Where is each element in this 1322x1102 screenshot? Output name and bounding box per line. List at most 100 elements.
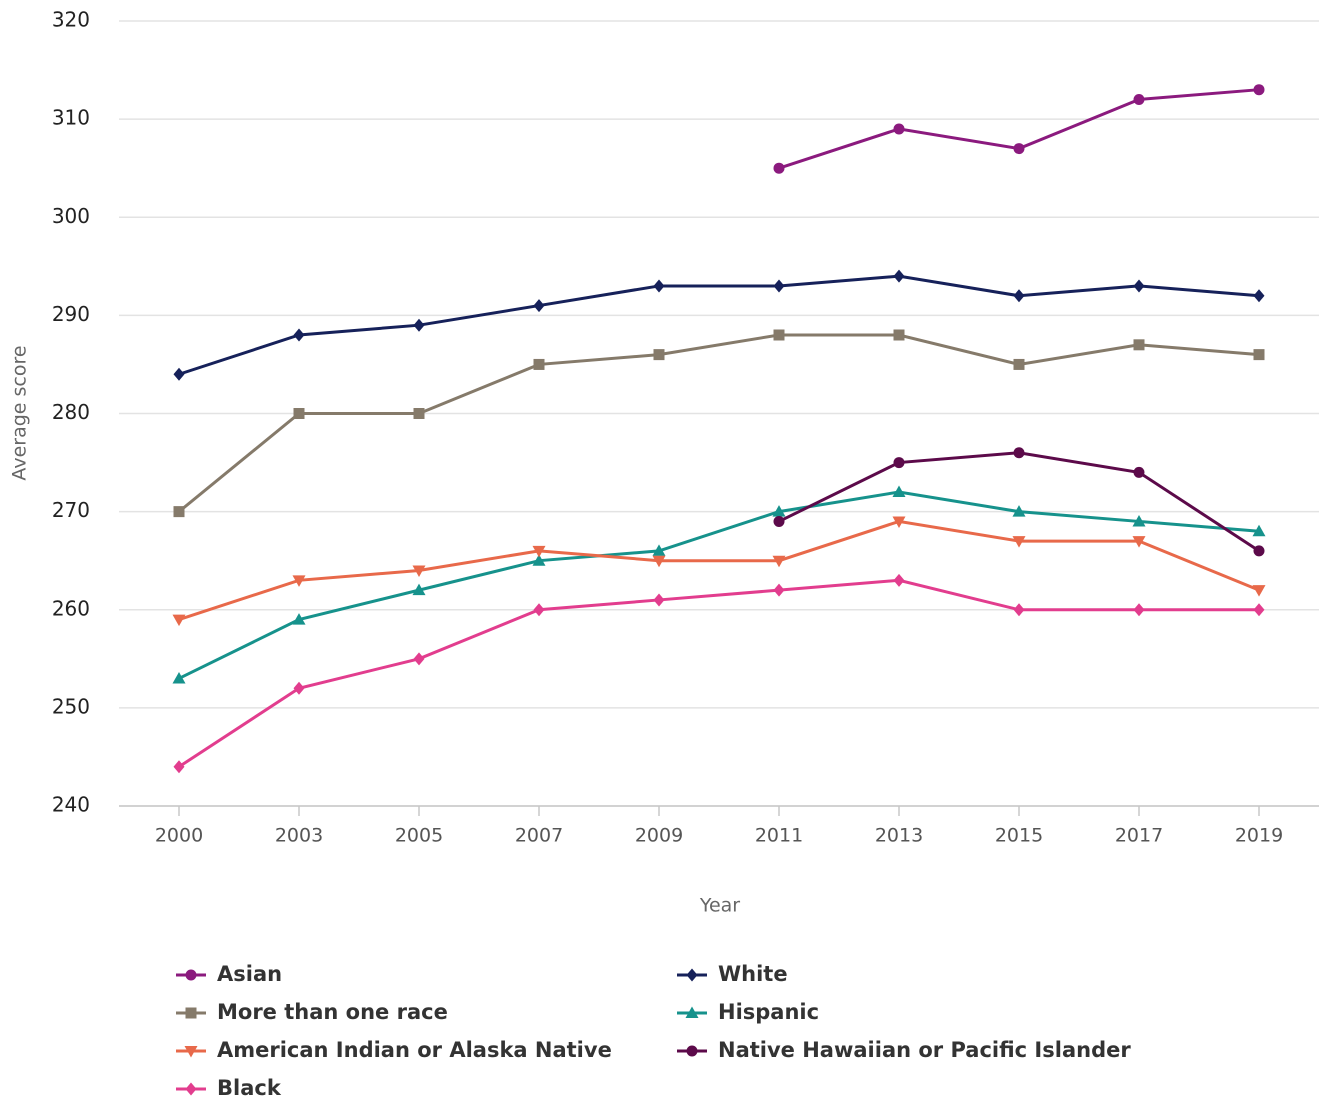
series-line: [178, 274, 1260, 376]
series-line: [178, 519, 1260, 621]
data-point: [532, 545, 546, 558]
data-point: [653, 349, 665, 361]
x-tick-label: 2015: [995, 825, 1043, 847]
legend-label: Black: [217, 1076, 282, 1100]
data-point: [1253, 545, 1265, 557]
data-point: [1133, 279, 1145, 293]
legend-marker: [185, 1007, 197, 1019]
data-point: [773, 329, 785, 341]
data-point: [892, 516, 906, 528]
data-point: [1253, 349, 1265, 361]
data-point: [1253, 84, 1265, 96]
data-point: [1133, 339, 1145, 351]
data-point: [173, 760, 185, 774]
data-point: [1133, 603, 1145, 617]
data-point: [772, 555, 786, 568]
data-point: [893, 329, 905, 341]
x-tick-label: 2005: [395, 825, 443, 847]
data-point: [1133, 466, 1145, 478]
x-tick-label: 2017: [1115, 825, 1163, 847]
data-point: [172, 671, 186, 684]
legend-label: More than one race: [217, 1000, 448, 1024]
legend-label: White: [718, 962, 788, 986]
data-point: [893, 573, 905, 587]
data-point: [1132, 536, 1146, 548]
data-point: [292, 613, 306, 625]
data-point: [653, 279, 665, 293]
data-point: [1252, 585, 1266, 597]
data-point: [773, 583, 785, 597]
data-point: [1252, 524, 1266, 537]
x-tick-label: 2003: [275, 825, 323, 847]
y-tick-label: 300: [52, 204, 90, 228]
legend-marker: [184, 1046, 198, 1058]
data-point: [773, 515, 785, 527]
y-tick-label: 270: [52, 498, 90, 522]
data-point: [652, 544, 666, 556]
data-point: [1253, 289, 1265, 303]
data-point: [773, 162, 785, 174]
x-tick-label: 2011: [755, 825, 803, 847]
data-point: [1133, 94, 1145, 105]
data-point: [412, 583, 426, 596]
legend-label: Hispanic: [718, 1000, 819, 1024]
data-point: [173, 367, 185, 381]
data-point: [772, 505, 786, 517]
x-tick-label: 2019: [1235, 825, 1283, 847]
series-line: [178, 578, 1259, 769]
data-point: [292, 575, 306, 587]
data-point: [1013, 358, 1025, 370]
data-point: [893, 123, 905, 135]
data-point: [1012, 536, 1026, 548]
y-tick-label: 240: [52, 793, 90, 817]
data-point: [533, 299, 545, 313]
data-point: [412, 565, 426, 577]
data-point: [1253, 603, 1265, 617]
data-point: [413, 318, 425, 332]
y-tick-label: 260: [52, 596, 90, 620]
data-point: [172, 614, 186, 627]
y-tick-label: 250: [52, 694, 90, 718]
data-point: [892, 485, 906, 497]
data-point: [653, 593, 665, 607]
data-point: [1013, 289, 1025, 303]
series-line: [778, 88, 1260, 170]
series-line: [178, 490, 1260, 680]
x-tick-label: 2013: [875, 825, 923, 847]
data-point: [652, 555, 666, 568]
y-tick-label: 310: [52, 106, 90, 130]
data-point: [532, 554, 546, 566]
legend-label: Native Hawaiian or Pacific Islander: [718, 1038, 1131, 1062]
legend-label: Asian: [217, 962, 282, 986]
data-point: [1013, 143, 1025, 155]
x-tick-label: 2000: [155, 825, 203, 847]
data-point: [533, 358, 545, 370]
data-point: [893, 457, 905, 469]
x-tick-label: 2009: [635, 825, 683, 847]
series-line: [178, 333, 1260, 513]
legend-marker: [185, 1082, 197, 1096]
data-point: [1013, 447, 1025, 459]
y-tick-label: 280: [52, 400, 90, 424]
data-point: [293, 681, 305, 695]
x-axis-label: Year: [699, 895, 740, 917]
data-point: [773, 279, 785, 293]
data-point: [173, 506, 185, 518]
legend-marker: [185, 969, 197, 981]
x-tick-label: 2007: [515, 825, 563, 847]
y-tick-label: 320: [52, 8, 90, 32]
data-point: [413, 652, 425, 666]
y-tick-label: 290: [52, 302, 90, 326]
data-point: [1132, 514, 1146, 527]
data-point: [293, 408, 305, 419]
data-point: [1013, 603, 1025, 617]
legend-marker: [686, 968, 698, 982]
legend-marker: [686, 1045, 698, 1057]
y-axis-label: Average score: [9, 345, 31, 480]
data-point: [893, 269, 905, 283]
data-point: [533, 603, 545, 617]
data-point: [413, 408, 425, 419]
data-point: [293, 328, 305, 342]
data-point: [1012, 505, 1026, 517]
